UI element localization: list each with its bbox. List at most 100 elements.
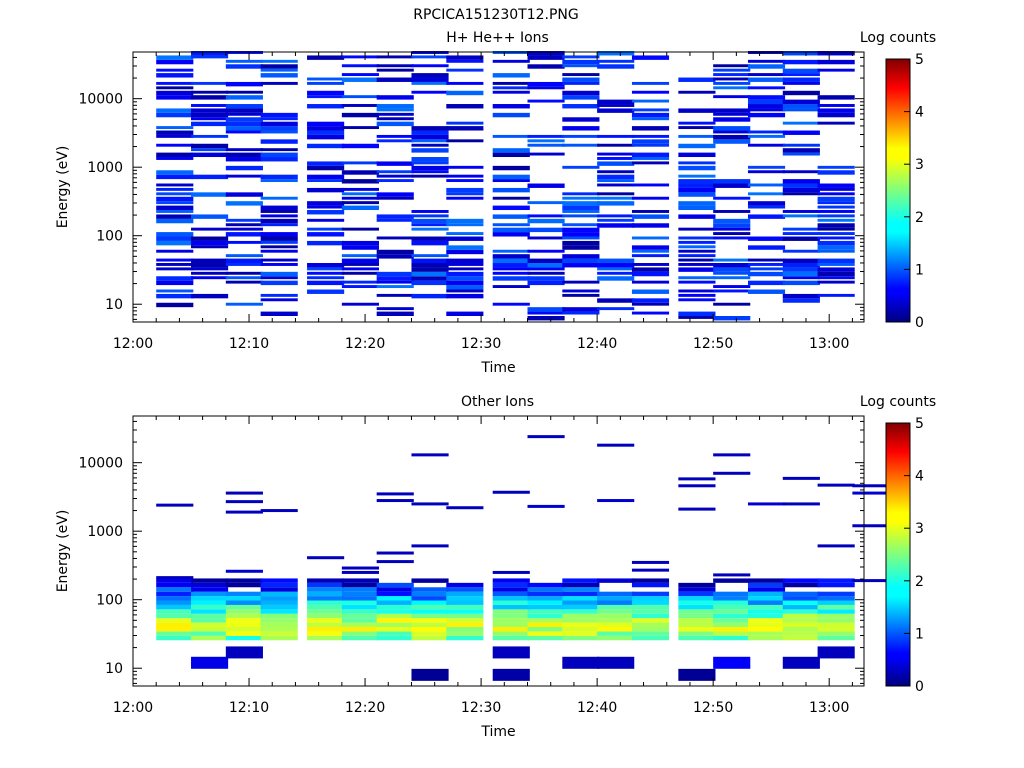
x-tick-label: 12:00 — [113, 336, 153, 352]
heatmap-cell — [631, 223, 670, 228]
heatmap-cell — [747, 280, 786, 286]
heatmap-cell — [782, 183, 820, 188]
heatmap-cell — [225, 174, 263, 178]
heatmap-cell — [156, 196, 194, 202]
heatmap-cell — [597, 578, 635, 583]
heatmap-cell — [492, 254, 530, 259]
heatmap-cell — [562, 240, 600, 246]
heatmap-cell — [376, 117, 414, 121]
colorbar: 0 1 2 3 4 5 Log counts — [860, 394, 936, 695]
heatmap-cell — [817, 276, 855, 280]
heatmap-cell — [631, 183, 670, 187]
heatmap-cell — [411, 126, 449, 131]
heatmap-cell — [817, 214, 855, 218]
heatmap-cell — [562, 627, 600, 632]
heatmap-cell — [678, 143, 716, 149]
heatmap-cell — [527, 316, 565, 321]
heatmap-cell — [597, 51, 635, 56]
heatmap-cell — [492, 627, 530, 632]
heatmap-cell — [376, 139, 414, 143]
heatmap-cell — [747, 112, 786, 118]
heatmap-cell — [411, 609, 449, 614]
heatmap-cell — [446, 126, 484, 131]
heatmap-cell — [597, 613, 635, 619]
heatmap-cell — [782, 627, 820, 632]
heatmap-cell — [191, 600, 229, 605]
heatmap-cell — [376, 77, 414, 82]
heatmap-cell — [376, 64, 414, 68]
heatmap-cell — [260, 298, 298, 302]
heatmap-cell — [817, 604, 855, 610]
heatmap-cell — [446, 311, 484, 317]
heatmap-cell — [782, 77, 820, 82]
heatmap-cell — [527, 609, 565, 614]
heatmap-cell — [446, 271, 484, 277]
heatmap-cell — [376, 635, 414, 641]
heatmap-cell — [191, 578, 229, 583]
heatmap-cell — [225, 510, 263, 514]
heatmap-cell — [411, 627, 449, 632]
heatmap-cell — [191, 631, 229, 636]
heatmap-cell — [446, 245, 484, 250]
heatmap-cell — [782, 236, 820, 241]
heatmap-cell — [446, 121, 484, 125]
heatmap-cell — [411, 73, 449, 78]
heatmap-cell — [713, 227, 751, 231]
heatmap-cell — [156, 587, 194, 592]
heatmap-cell — [376, 499, 414, 503]
heatmap-cell — [527, 258, 565, 264]
heatmap-cell — [307, 134, 345, 140]
heatmap-cell — [527, 271, 565, 275]
heatmap-cell — [747, 258, 786, 262]
heatmap-cell — [446, 613, 484, 619]
heatmap-cell — [817, 596, 855, 601]
heatmap-cell — [527, 81, 565, 87]
heatmap-cell — [782, 108, 820, 112]
heatmap-cell — [411, 293, 449, 299]
heatmap-cell — [307, 267, 345, 271]
heatmap-cell — [446, 600, 484, 605]
heatmap-cell — [225, 604, 263, 610]
heatmap-cell — [492, 618, 530, 623]
heatmap-cell — [225, 227, 263, 231]
heatmap-cell — [527, 143, 565, 147]
heatmap-cell — [191, 108, 229, 113]
heatmap-cell — [527, 280, 565, 286]
heatmap-cell — [156, 622, 194, 628]
heatmap-cell — [597, 635, 635, 641]
heatmap-cell — [376, 551, 414, 555]
heatmap-cell — [411, 613, 449, 619]
heatmap-cell — [411, 254, 449, 258]
heatmap-cell — [225, 258, 263, 264]
heatmap-cell — [492, 227, 530, 233]
x-tick-label: 12:40 — [577, 336, 617, 352]
heatmap-cell — [678, 267, 716, 272]
heatmap-cell — [562, 134, 600, 138]
heatmap-cell — [260, 596, 298, 601]
heatmap-cell — [191, 121, 229, 127]
heatmap-cell — [446, 293, 484, 299]
heatmap-cell — [527, 201, 565, 205]
heatmap-cell — [260, 73, 298, 78]
heatmap-cell — [747, 587, 786, 592]
heatmap-cell — [782, 280, 820, 286]
heatmap-cell — [492, 232, 530, 237]
heatmap-cell — [307, 240, 345, 246]
heatmap-cell — [527, 214, 565, 218]
heatmap-cell — [492, 276, 530, 281]
heatmap-cell — [191, 293, 229, 299]
heatmap-cell — [191, 635, 229, 641]
heatmap-cell — [411, 271, 449, 277]
heatmap-cell — [191, 227, 229, 231]
heatmap-cell — [562, 117, 600, 122]
heatmap-cell — [191, 81, 229, 85]
heatmap-cell — [597, 307, 635, 311]
heatmap-cell — [562, 95, 600, 100]
heatmap-cell — [446, 631, 484, 636]
heatmap-cell — [631, 81, 670, 85]
heatmap-cell — [411, 236, 449, 241]
heatmap-cell — [260, 121, 298, 127]
heatmap-cell — [747, 108, 786, 112]
heatmap-cell — [156, 591, 194, 597]
heatmap-cell — [156, 152, 194, 158]
